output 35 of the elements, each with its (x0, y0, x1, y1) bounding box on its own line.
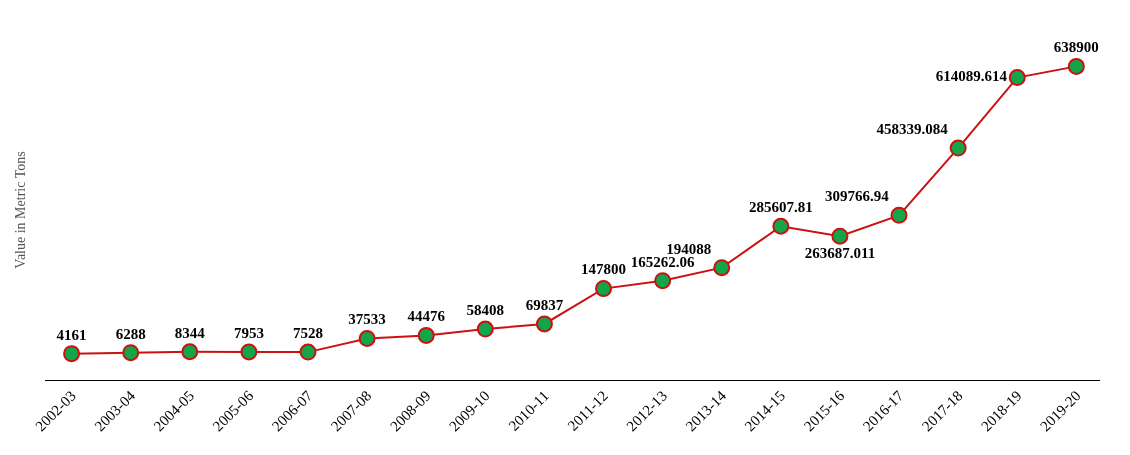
point (831, 227, 849, 245)
data-label: 309766.94 (824, 188, 890, 205)
data-label: 7953 (233, 324, 264, 341)
point (654, 272, 672, 290)
point (535, 315, 553, 333)
point (1067, 57, 1085, 75)
point (476, 320, 494, 338)
point (890, 206, 908, 224)
data-label: 147800 (581, 261, 627, 278)
data-label: 4161 (56, 326, 87, 343)
point (1008, 69, 1026, 87)
point (358, 330, 376, 348)
point (122, 344, 140, 362)
point (63, 345, 81, 363)
data-label: 69837 (525, 296, 564, 313)
data-label: 7528 (293, 324, 324, 341)
point (772, 217, 790, 235)
point (949, 139, 967, 157)
point (417, 326, 435, 344)
data-label: 37533 (348, 311, 386, 328)
point (299, 343, 317, 361)
data-label: 8344 (174, 324, 206, 341)
point (240, 343, 258, 361)
data-label: 58408 (466, 301, 505, 318)
point (595, 280, 613, 298)
data-label: 458339.084 (876, 120, 949, 137)
y-axis-title: Value in Metric Tons (12, 151, 28, 269)
data-label: 6288 (115, 325, 146, 342)
data-label: 638900 (1053, 39, 1099, 56)
point (713, 259, 731, 277)
data-label: 614089.614 (935, 68, 1008, 85)
data-label: 285607.81 (748, 199, 813, 216)
point (181, 343, 199, 361)
data-label: 44476 (407, 308, 446, 325)
data-label: 263687.011 (804, 244, 876, 261)
